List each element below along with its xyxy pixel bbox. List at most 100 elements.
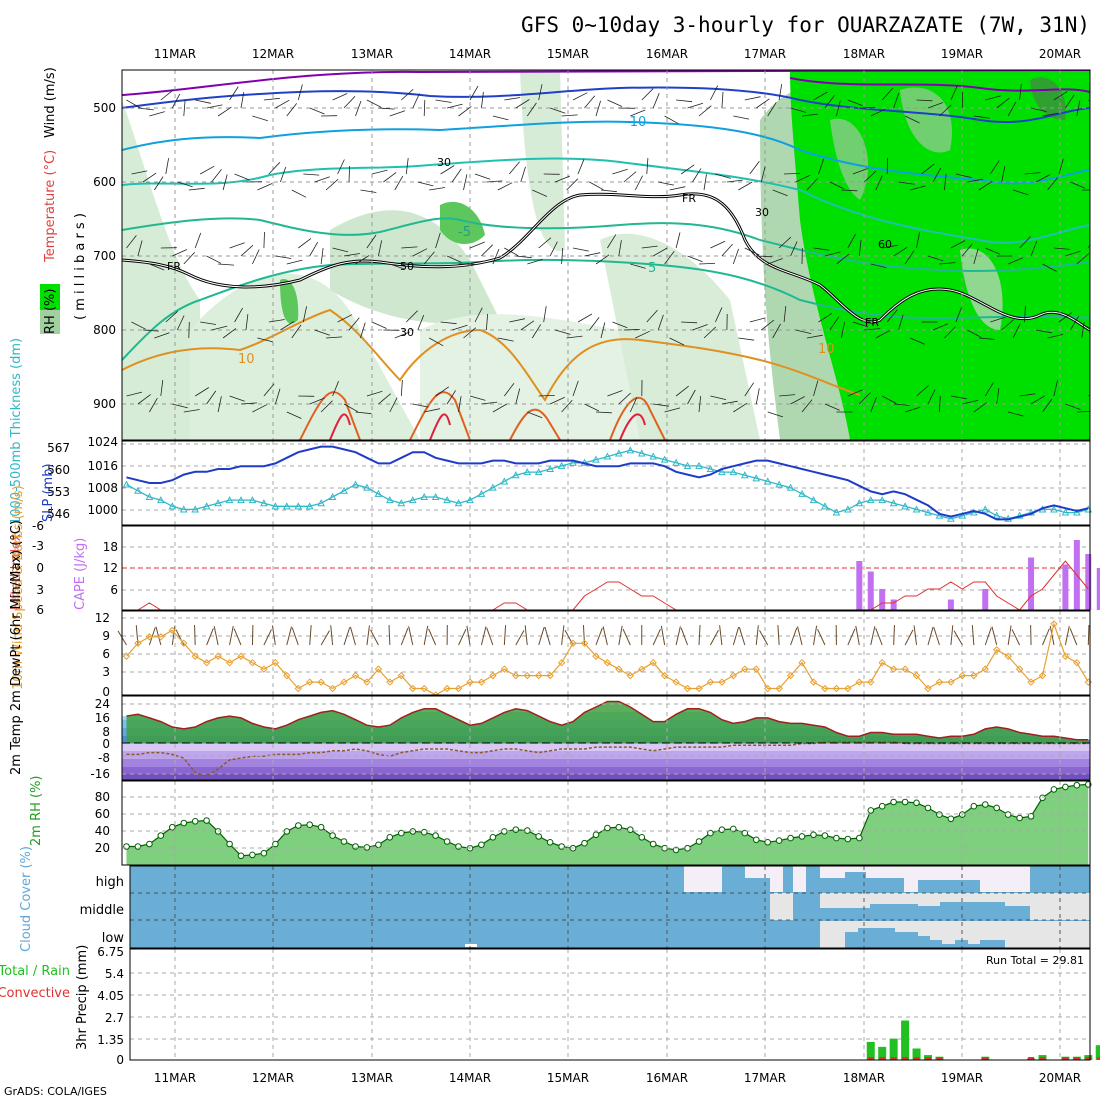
rh2m-point <box>329 832 336 839</box>
upper-wind-barb <box>566 335 583 339</box>
wind-speed-point <box>260 665 268 673</box>
rh2m-point <box>798 833 806 840</box>
upper-wind-barb <box>229 242 245 249</box>
wind-barb <box>719 625 723 646</box>
wind-speed-point <box>775 684 783 693</box>
upper-wind-barb <box>680 164 695 175</box>
upper-wind-barb <box>1042 263 1057 272</box>
wind-barb <box>927 626 934 646</box>
upper-wind-barb <box>824 403 840 411</box>
temp2m-axis-label: 2m Temp 2m DewPt (6hr Min/Max) (°C) <box>9 520 24 775</box>
wind-barb <box>855 625 860 646</box>
rh-tick-label: 60 <box>95 807 110 821</box>
upper-wind-barb <box>772 189 788 197</box>
wind-barb <box>370 629 379 646</box>
upper-wind-barb <box>749 317 766 323</box>
rh2m-point <box>272 840 279 848</box>
rh2m-point <box>844 835 852 843</box>
rh-tick-label: 40 <box>95 824 110 838</box>
wind-speed-point <box>741 665 749 673</box>
upper-wind-barb <box>423 99 426 117</box>
upper-wind-barb <box>206 255 222 264</box>
upper-wind-barb <box>400 379 403 397</box>
upper-wind-barb <box>217 396 222 413</box>
upper-wind-barb <box>486 313 488 331</box>
upper-wind-barb <box>893 403 910 406</box>
upper-wind-barb <box>417 181 434 187</box>
upper-wind-barb <box>435 232 441 249</box>
upper-wind-barb <box>149 111 165 117</box>
upper-wind-barb <box>600 322 606 339</box>
upper-wind-barb <box>371 169 388 175</box>
precip-tick-label: 4.05 <box>97 989 124 1003</box>
thickness-point <box>294 502 303 510</box>
precip-tick-label: 2.7 <box>105 1011 124 1025</box>
upper-wind-barb <box>973 248 979 265</box>
upper-wind-barb <box>1058 312 1073 323</box>
upper-wind-barb <box>211 325 228 331</box>
precip-tick-label: 0 <box>116 1053 124 1067</box>
temp-mask <box>122 696 1090 740</box>
upper-wind-barb <box>646 157 649 175</box>
rh2m-point <box>1050 786 1058 793</box>
upper-wind-barb <box>229 395 245 402</box>
rh2m-point <box>936 811 943 818</box>
upper-wind-barb <box>1035 329 1052 334</box>
rh2m-point <box>741 829 749 837</box>
wind-barb <box>349 626 356 646</box>
upper-wind-barb <box>898 314 904 331</box>
wind-barb <box>759 630 769 646</box>
upper-wind-barb <box>859 107 876 109</box>
upper-wind-barb <box>263 231 265 249</box>
upper-wind-barb <box>961 243 973 257</box>
wind-speed-point <box>638 665 646 673</box>
thickness-point <box>660 455 669 463</box>
wind-speed-point <box>191 652 199 660</box>
thickness-point <box>546 464 554 472</box>
rh2m-point <box>787 834 794 842</box>
upper-wind-barb <box>131 321 146 330</box>
upper-wind-barb <box>726 179 743 183</box>
wind-barb <box>423 625 429 646</box>
rh2m-point <box>649 840 657 848</box>
wind-speed-point <box>615 665 623 673</box>
upper-wind-barb <box>584 403 600 412</box>
rh2m-point <box>157 832 165 839</box>
thickness-point <box>1061 508 1070 516</box>
upper-wind-barb <box>950 85 958 101</box>
wind-speed-point <box>477 678 486 686</box>
wind-barb <box>738 627 746 646</box>
wind-barb <box>904 629 914 646</box>
upper-wind-barb <box>710 240 726 249</box>
wind-barb <box>680 627 689 646</box>
wind-barb <box>971 625 975 646</box>
precip-bar <box>878 1046 887 1060</box>
rh-axis-label: RH (%) <box>43 289 58 334</box>
upper-wind-barb <box>538 395 555 397</box>
bottom-date-axis: 11MAR 12MAR 13MAR 14MAR 15MAR 16MAR 17MA… <box>154 1071 1081 1085</box>
upper-wind-barb <box>320 248 324 265</box>
rh2m-point <box>146 840 153 848</box>
upper-wind-barb <box>955 306 962 323</box>
upper-wind-barb <box>309 241 319 257</box>
upper-wind-barb <box>520 320 535 331</box>
thickness-point <box>740 471 749 479</box>
slp-tick-label: 1024 <box>87 435 118 449</box>
wind-speed-point <box>1073 658 1081 667</box>
wind-speed-point <box>546 671 554 680</box>
thickness-point <box>557 461 566 469</box>
wind-barb <box>171 625 176 646</box>
wind-barb <box>1007 625 1012 646</box>
rh2m-point <box>913 799 920 807</box>
upper-wind-barb <box>325 179 339 191</box>
rh2m-point <box>203 817 210 824</box>
wind-speed-point <box>500 665 509 673</box>
rh2m-point <box>592 831 600 839</box>
upper-wind-barb <box>618 240 622 257</box>
upper-wind-barb <box>967 329 982 338</box>
thickness-point <box>363 483 371 491</box>
upper-wind-barb <box>286 411 302 419</box>
cloud-axis-label: Cloud Cover (%) <box>19 846 34 952</box>
upper-wind-barb <box>463 174 468 191</box>
